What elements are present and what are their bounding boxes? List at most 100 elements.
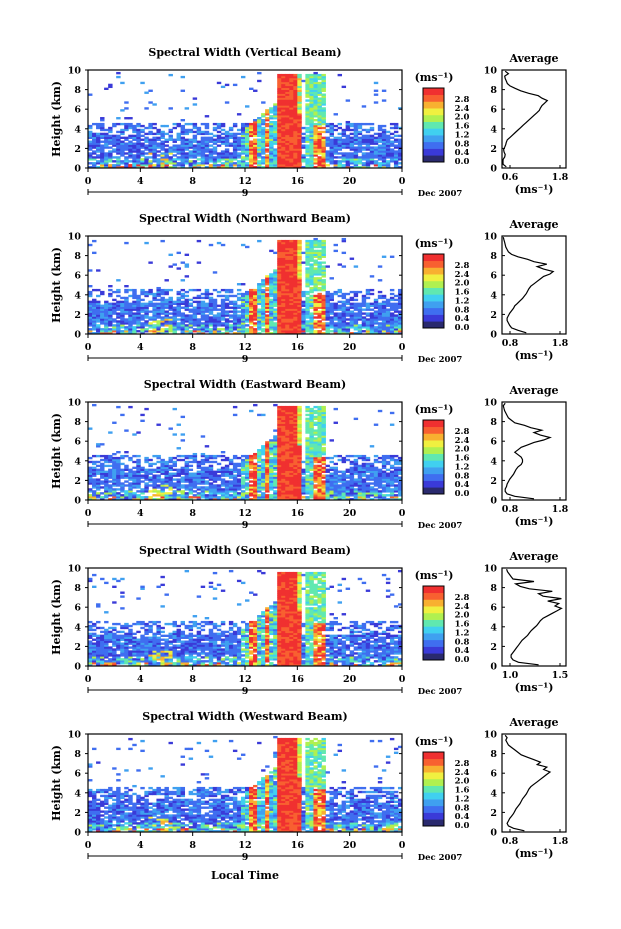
heatmap-cell [273,152,278,155]
colorbar-band [423,155,444,163]
heatmap-cell [289,134,294,138]
heatmap-cell [192,150,198,153]
heatmap-cell [208,468,214,471]
heatmap-cell [285,247,290,251]
heatmap-cell [285,99,290,102]
heatmap-cell [337,306,343,309]
heatmap-cell [172,460,177,464]
heatmap-cell [365,308,371,311]
heatmap-cell [277,101,282,104]
heatmap-cell [240,164,246,167]
heatmap-cell [257,332,262,335]
heatmap-cell [249,134,254,138]
heatmap-cell [281,273,286,276]
heatmap-cell [257,472,262,475]
heatmap-cell [257,79,262,83]
heatmap-cell [329,128,334,132]
heatmap-cell [104,166,109,169]
heatmap-cell [176,156,181,159]
heatmap-cell [353,166,359,169]
heatmap-cell [196,152,202,155]
heatmap-cell [184,152,190,155]
heatmap-cell [208,298,214,302]
heatmap-cell [132,492,137,495]
heatmap-cell [96,478,101,481]
heatmap-cell [289,93,294,96]
heatmap-cell [281,162,286,165]
heatmap-cell [253,134,258,138]
heatmap-cell [128,498,133,501]
heatmap-cell [285,263,290,266]
avg-y-tick-label: 6 [490,105,497,116]
heatmap-cell [224,318,230,321]
heatmap-cell [289,255,294,258]
heatmap-cell [108,332,113,335]
heatmap-cell [220,154,226,157]
heatmap-cell [140,160,145,163]
heatmap-cell [281,283,286,286]
heatmap-cell [253,152,258,155]
heatmap-cell [224,166,230,169]
heatmap-cell [309,101,314,104]
heatmap-cell [369,288,375,292]
heatmap-cell [180,476,186,479]
heatmap-cell [240,484,246,487]
heatmap-cell [156,158,161,161]
heatmap-cell [228,476,234,479]
heatmap-cell [313,152,318,155]
heatmap-cell [273,269,278,272]
heatmap-cell [104,128,109,132]
heatmap-cell [289,460,294,464]
heatmap-cell [160,468,165,471]
heatmap-cell [305,111,310,114]
heatmap-cell [297,89,302,92]
heatmap-cell [140,164,145,167]
heatmap-cell [293,134,298,138]
heatmap-cell [204,154,210,157]
heatmap-cell [148,142,153,145]
heatmap-cell [176,158,181,161]
heatmap-cell [172,263,177,266]
heatmap-cell [377,324,383,327]
heatmap-cell [261,285,266,288]
heatmap-cell [357,158,363,161]
heatmap-cell [236,152,242,155]
heatmap-cell [281,239,286,243]
heatmap-cell [196,130,202,134]
heatmap-cell [208,320,214,323]
heatmap-cell [285,107,290,110]
heatmap-cell [96,134,101,138]
heatmap-cell [249,480,254,483]
heatmap-cell [196,302,202,305]
heatmap-cell [265,458,270,462]
heatmap-cell [216,496,222,499]
heatmap-cell [228,320,234,323]
heatmap-cell [293,273,298,276]
heatmap-cell [228,302,234,305]
colorbar-band [423,307,444,315]
heatmap-cell [305,109,310,112]
heatmap-cell [236,164,242,167]
heatmap-cell [293,119,298,122]
heatmap-cell [220,152,226,155]
heatmap-cell [184,456,190,460]
heatmap-cell [309,269,314,272]
heatmap-cell [393,130,399,134]
heatmap-cell [361,316,367,319]
heatmap-cell [136,490,141,493]
heatmap-cell [228,166,234,169]
heatmap-cell [236,304,242,307]
heatmap-cell [180,433,186,436]
heatmap-cell [289,95,294,98]
heatmap-cell [188,122,194,126]
heatmap-cell [172,160,177,163]
heatmap-cell [309,81,314,85]
heatmap-cell [309,134,314,138]
heatmap-cell [116,71,121,75]
heatmap-cell [96,136,101,139]
heatmap-cell [273,277,278,280]
heatmap-cell [381,255,387,258]
heatmap-cell [160,160,165,163]
heatmap-cell [108,310,113,313]
heatmap-cell [144,490,149,493]
